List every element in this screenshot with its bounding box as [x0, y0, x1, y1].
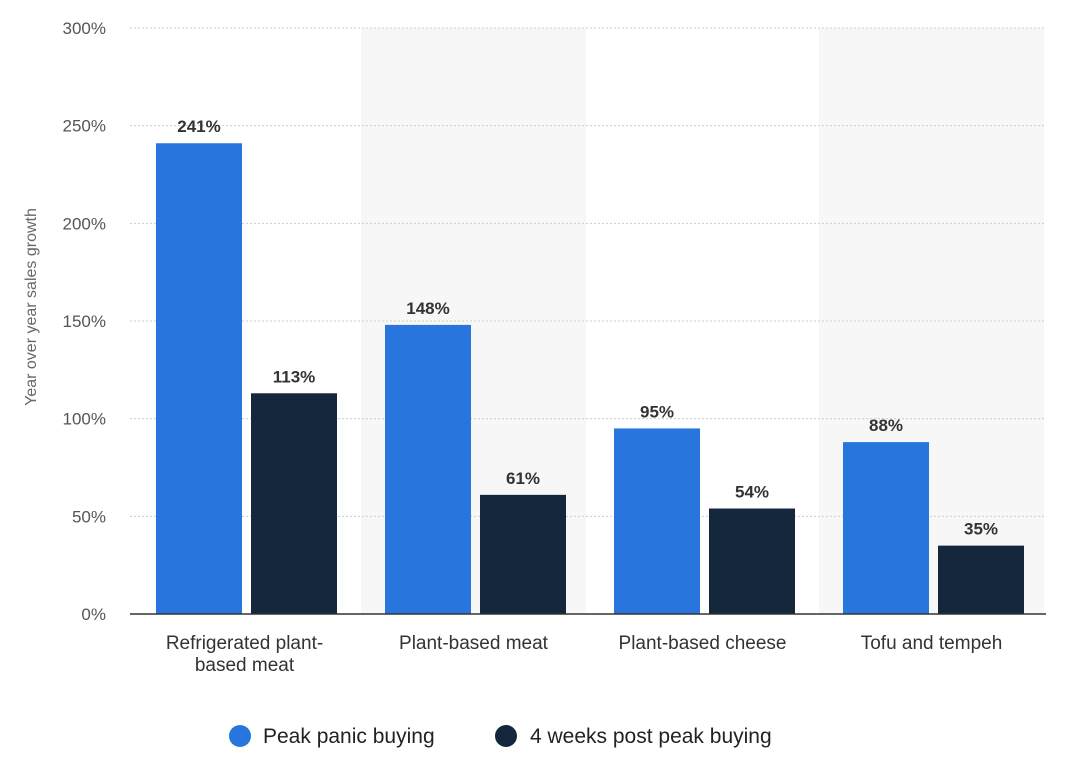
y-tick-label: 150%	[63, 312, 106, 331]
bar[interactable]	[385, 324, 471, 614]
y-tick-label: 50%	[72, 507, 106, 526]
y-tick-label: 300%	[63, 19, 106, 38]
y-tick-label: 100%	[63, 410, 106, 429]
x-tick-label: Plant-based cheese	[619, 633, 787, 654]
bar[interactable]	[156, 143, 242, 614]
bar[interactable]	[938, 545, 1024, 614]
bar[interactable]	[251, 393, 337, 614]
y-tick-label: 200%	[63, 214, 106, 233]
legend-item[interactable]: 4 weeks post peak buying	[495, 725, 772, 748]
legend-marker	[229, 725, 251, 747]
data-label: 95%	[640, 402, 674, 421]
y-axis-title: Year over year sales growth	[23, 208, 40, 406]
bar[interactable]	[480, 494, 566, 614]
bar[interactable]	[843, 442, 929, 614]
legend-label: 4 weeks post peak buying	[530, 725, 772, 748]
y-tick-label: 0%	[81, 605, 106, 624]
x-tick-label: Plant-based meat	[399, 633, 549, 654]
data-label: 61%	[506, 469, 540, 488]
data-label: 241%	[177, 117, 220, 136]
y-tick-label: 250%	[63, 117, 106, 136]
legend-label: Peak panic buying	[263, 725, 435, 748]
data-label: 113%	[273, 367, 316, 386]
legend-item[interactable]: Peak panic buying	[229, 725, 435, 748]
legend-marker	[495, 725, 517, 747]
data-label: 148%	[406, 299, 449, 318]
data-label: 54%	[735, 483, 769, 502]
bar[interactable]	[709, 508, 795, 614]
x-tick-label: Tofu and tempeh	[861, 633, 1003, 654]
data-label: 88%	[869, 416, 903, 435]
bar[interactable]	[614, 428, 700, 614]
data-label: 35%	[964, 520, 998, 539]
x-tick-label: Refrigerated plant-based meat	[166, 633, 323, 676]
